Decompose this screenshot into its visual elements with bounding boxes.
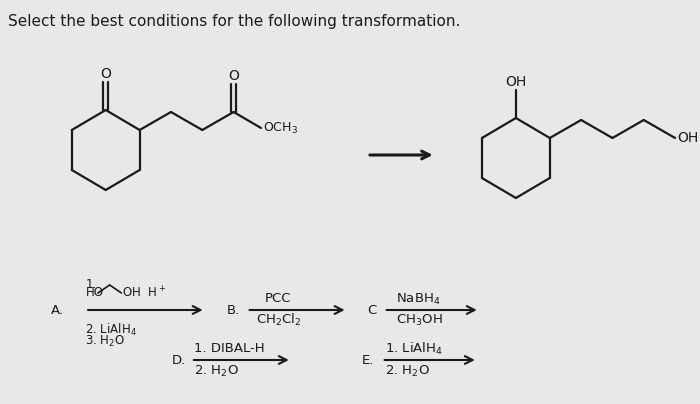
Text: 1. LiAlH$_4$: 1. LiAlH$_4$: [385, 341, 443, 357]
Text: Select the best conditions for the following transformation.: Select the best conditions for the follo…: [8, 14, 460, 29]
Text: 3. H$_2$O: 3. H$_2$O: [85, 334, 125, 349]
Text: O: O: [228, 69, 239, 83]
Text: 2. H$_2$O: 2. H$_2$O: [194, 364, 239, 379]
Text: 1.: 1.: [86, 278, 97, 290]
Text: CH$_2$Cl$_2$: CH$_2$Cl$_2$: [256, 312, 302, 328]
Text: OH  H$^+$: OH H$^+$: [122, 285, 167, 301]
Text: C: C: [367, 303, 377, 316]
Text: OH: OH: [677, 131, 699, 145]
Text: 2. LiAlH$_4$: 2. LiAlH$_4$: [85, 322, 137, 338]
Text: 1. DIBAL-H: 1. DIBAL-H: [194, 343, 265, 356]
Text: PCC: PCC: [265, 292, 290, 305]
Text: D.: D.: [172, 354, 186, 366]
Text: O: O: [100, 67, 111, 81]
Text: HO: HO: [86, 286, 104, 299]
Text: A.: A.: [51, 303, 64, 316]
Text: 2. H$_2$O: 2. H$_2$O: [385, 364, 430, 379]
Text: CH$_3$OH: CH$_3$OH: [396, 312, 443, 328]
Text: E.: E.: [362, 354, 375, 366]
Text: OCH$_3$: OCH$_3$: [263, 120, 298, 136]
Text: B.: B.: [227, 303, 240, 316]
Text: OH: OH: [505, 75, 526, 89]
Text: NaBH$_4$: NaBH$_4$: [396, 291, 441, 307]
